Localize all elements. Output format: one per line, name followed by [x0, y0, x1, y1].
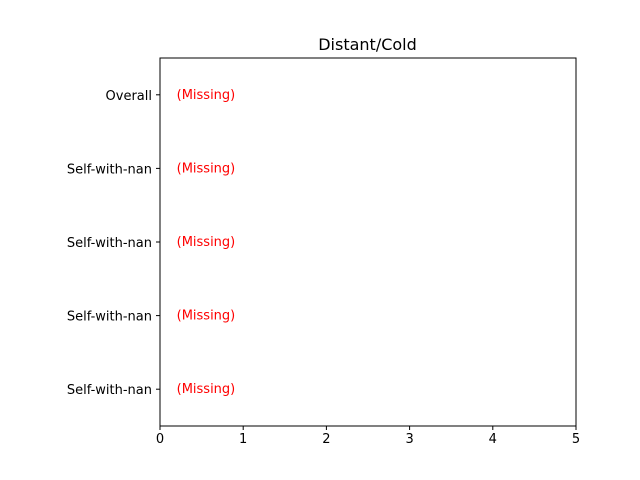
chart-title: Distant/Cold — [318, 35, 417, 54]
missing-labels: (Missing) (Missing) (Missing) (Missing) (Mis… — [177, 88, 236, 397]
missing-label: (Missing) — [177, 382, 236, 397]
y-tick-label: Self-with-nan — [67, 162, 152, 177]
x-tick-label: 1 — [239, 432, 247, 447]
x-tick-label: 3 — [405, 432, 413, 447]
missing-label: (Missing) — [177, 235, 236, 250]
x-tick-label: 4 — [489, 432, 497, 447]
y-tick-label: Self-with-nan — [67, 310, 152, 325]
x-tick-label: 2 — [322, 432, 330, 447]
y-tick-label: Self-with-nan — [67, 383, 152, 398]
missing-label: (Missing) — [177, 88, 236, 103]
x-axis: 0 1 2 3 4 5 — [156, 426, 580, 447]
y-tick-label: Self-with-nan — [67, 236, 152, 251]
missing-label: (Missing) — [177, 161, 236, 176]
y-tick-label: Overall — [106, 89, 152, 104]
y-axis: Overall Self-with-nan Self-with-nan Self-wi… — [67, 89, 160, 398]
missing-label: (Missing) — [177, 309, 236, 324]
x-tick-label: 5 — [572, 432, 580, 447]
x-tick-label: 0 — [156, 432, 164, 447]
